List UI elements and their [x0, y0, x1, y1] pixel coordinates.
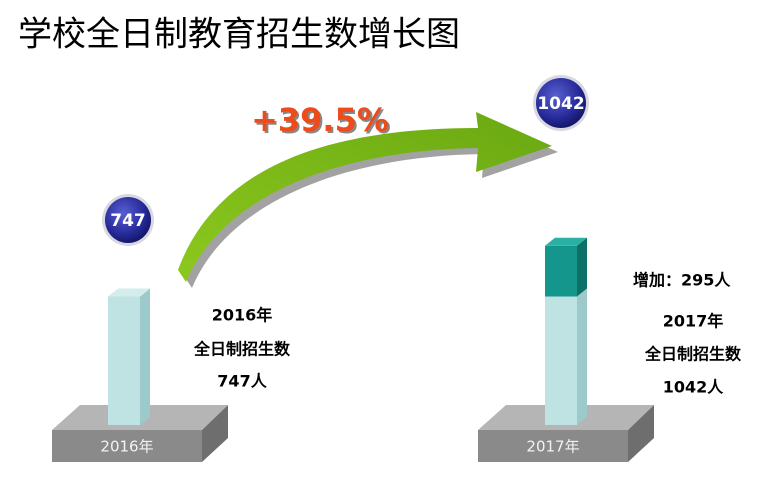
- bar-top: [108, 288, 150, 297]
- caption: 2017年: [663, 312, 724, 331]
- caption: 全日制招生数: [644, 345, 742, 364]
- total-label: 1042: [537, 94, 584, 114]
- platform-front: [478, 430, 628, 462]
- bar-side: [577, 288, 587, 425]
- total-label: 747: [110, 211, 146, 231]
- bar: [545, 296, 577, 425]
- caption: 2016年: [212, 306, 273, 325]
- platform-side: [628, 405, 654, 462]
- bar-top: [545, 237, 587, 246]
- caption: 全日制招生数: [193, 340, 291, 359]
- growth-label-shadow: +39.5%: [253, 103, 391, 141]
- platform-side: [202, 405, 228, 462]
- growth-arrow: [178, 112, 552, 282]
- chart-title: 学校全日制教育招生数增长图: [18, 15, 460, 55]
- bar: [108, 296, 140, 425]
- caption: 747人: [217, 372, 267, 391]
- total-bubble: [105, 197, 151, 243]
- bar: [545, 245, 577, 297]
- growth-label: +39.5%: [251, 101, 389, 139]
- x-tick-label: 2016年: [100, 438, 153, 456]
- platform-front: [52, 430, 202, 462]
- bar-side: [140, 288, 150, 425]
- x-tick-label: 2017年: [526, 438, 579, 456]
- bar-side: [577, 237, 587, 297]
- total-bubble: [536, 78, 586, 128]
- caption: 1042人: [663, 378, 725, 397]
- value-label: 增加：295人: [633, 270, 731, 289]
